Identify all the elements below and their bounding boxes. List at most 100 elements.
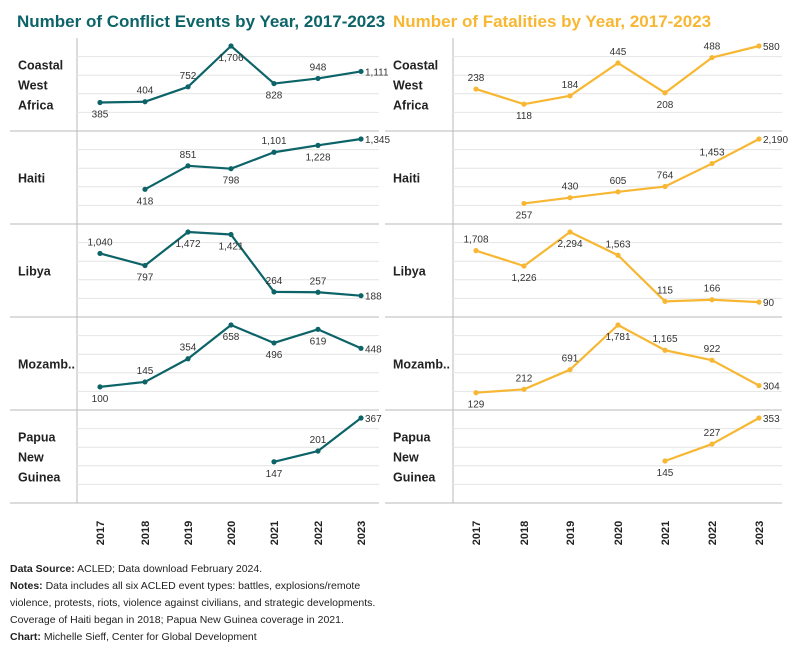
fatalities-data-point — [567, 93, 573, 99]
events-row-4: Mozamb.. 100 145 354 658 496 619 448 — [10, 322, 382, 411]
events-data-point — [358, 293, 364, 299]
events-data-label: 1,706 — [218, 53, 243, 64]
fatalities-data-point — [662, 347, 668, 353]
fatalities-data-label: 2,294 — [557, 239, 582, 250]
events-data-point — [228, 43, 234, 49]
events-data-point — [228, 166, 234, 172]
events-row-label-word: Libya — [18, 265, 52, 279]
events-x-tick-label: 2021 — [269, 521, 281, 545]
events-data-point — [97, 250, 103, 257]
events-data-point — [271, 149, 277, 155]
events-row-label-word: West — [18, 79, 48, 93]
events-data-point — [142, 99, 148, 105]
fatalities-row-5: Papua New Guinea 145 227 353 — [385, 414, 782, 504]
events-data-label: 1,101 — [261, 136, 286, 147]
events-data-point — [315, 448, 321, 454]
fatalities-data-label: 430 — [562, 182, 579, 193]
events-data-label: 264 — [266, 276, 283, 287]
events-x-tick-label: 2020 — [226, 521, 238, 545]
events-data-label: 948 — [310, 62, 327, 73]
events-row-label-word: Coastal — [18, 59, 63, 73]
events-data-point — [97, 384, 103, 390]
fatalities-data-point — [521, 386, 527, 392]
fatalities-data-label: 118 — [516, 111, 532, 122]
events-data-label: 367 — [365, 414, 382, 425]
fatalities-data-label: 1,165 — [652, 334, 677, 345]
fatalities-data-label: 115 — [657, 285, 673, 296]
fatalities-data-label: 208 — [657, 100, 674, 111]
events-row-label: Mozamb.. — [18, 358, 75, 372]
fatalities-x-tick-label: 2019 — [565, 521, 577, 545]
fatalities-row-1: Coastal West Africa 238 118 184 445 208 488 580 — [385, 42, 782, 132]
events-data-label: 147 — [266, 469, 283, 480]
fatalities-row-label-word: Mozamb.. — [393, 358, 450, 372]
footer-notes: Data Source: ACLED; Data download Februa… — [10, 561, 375, 646]
fatalities-data-point — [473, 248, 479, 254]
events-data-point — [271, 80, 277, 87]
fatalities-x-tick-label: 2018 — [519, 521, 531, 545]
events-data-label: 354 — [180, 343, 197, 354]
events-data-point — [185, 229, 191, 235]
fatalities-data-label: 212 — [516, 373, 533, 384]
fatalities-x-tick-label: 2020 — [613, 521, 625, 545]
events-data-label: 1,111 — [365, 67, 389, 78]
fatalities-data-label: 764 — [657, 171, 674, 182]
fatalities-data-label: 184 — [562, 80, 579, 91]
events-x-tick-label: 2023 — [356, 521, 368, 545]
footer-notes-text-1: Data includes all six ACLED event types:… — [42, 580, 361, 592]
events-data-label: 418 — [137, 196, 154, 207]
fatalities-data-point — [615, 322, 621, 328]
fatalities-data-label: 257 — [516, 210, 533, 221]
events-x-tick-label: 2017 — [95, 521, 107, 545]
events-row-label: Haiti — [18, 172, 45, 186]
fatalities-series-line — [664, 417, 760, 463]
fatalities-data-point — [615, 189, 621, 195]
fatalities-data-label: 445 — [610, 47, 627, 58]
events-row-5: Papua New Guinea 147 201 367 — [10, 414, 382, 504]
fatalities-data-point — [756, 415, 762, 421]
fatalities-row-4: Mozamb.. 129 212 691 1,781 1,165 922 304 — [385, 322, 782, 411]
fatalities-row-3: Libya 1,708 1,226 2,294 1,563 115 166 90 — [385, 229, 782, 318]
fatalities-data-point — [662, 90, 668, 96]
fatalities-row-label-word: Libya — [393, 265, 427, 279]
events-row-label-word: Mozamb.. — [18, 358, 75, 372]
events-data-label: 797 — [137, 272, 154, 283]
events-data-label: 496 — [266, 350, 283, 361]
fatalities-row-label-word: Guinea — [393, 471, 436, 485]
fatalities-x-tick-label: 2021 — [660, 521, 672, 545]
events-data-label: 851 — [180, 150, 197, 161]
events-data-point — [315, 142, 321, 148]
fatalities-data-label: 129 — [468, 400, 485, 411]
footer-chart-label: Chart: — [10, 631, 41, 643]
events-data-label: 828 — [266, 91, 283, 102]
fatalities-data-point — [473, 390, 479, 396]
fatalities-series-line — [523, 138, 760, 205]
fatalities-row-label-word: West — [393, 79, 423, 93]
events-row-label-word: Papua — [18, 431, 57, 445]
fatalities-data-point — [709, 357, 715, 363]
events-row-label-word: New — [18, 451, 44, 465]
fatalities-data-point — [709, 297, 715, 303]
fatalities-row-label-word: Africa — [393, 99, 429, 113]
events-row-3: Libya 1,040 797 1,472 1,421 264 257 188 — [10, 229, 382, 318]
events-data-point — [315, 289, 321, 295]
events-data-label: 658 — [223, 332, 240, 343]
fatalities-data-point — [521, 263, 527, 269]
footer-notes-label: Notes: — [10, 580, 43, 592]
events-data-label: 145 — [137, 366, 154, 377]
footer-notes-line-3: Coverage of Haiti began in 2018; Papua N… — [10, 614, 344, 626]
events-data-point — [185, 84, 191, 90]
events-data-point — [315, 75, 321, 82]
events-row-label-word: Africa — [18, 99, 54, 113]
events-row-1: Coastal West Africa 385 404 752 1,706 828 948 1,1… — [10, 43, 389, 132]
events-data-point — [358, 345, 364, 351]
fatalities-data-point — [756, 299, 762, 305]
fatalities-data-label: 166 — [704, 284, 721, 295]
events-chart-title: Number of Conflict Events by Year, 2017-… — [17, 12, 386, 31]
fatalities-row-label: Papua New Guinea — [393, 431, 436, 485]
events-data-point — [228, 322, 234, 328]
events-data-label: 448 — [365, 344, 382, 355]
fatalities-data-point — [615, 60, 621, 66]
events-row-label-word: Guinea — [18, 471, 61, 485]
events-data-label: 385 — [92, 110, 109, 121]
